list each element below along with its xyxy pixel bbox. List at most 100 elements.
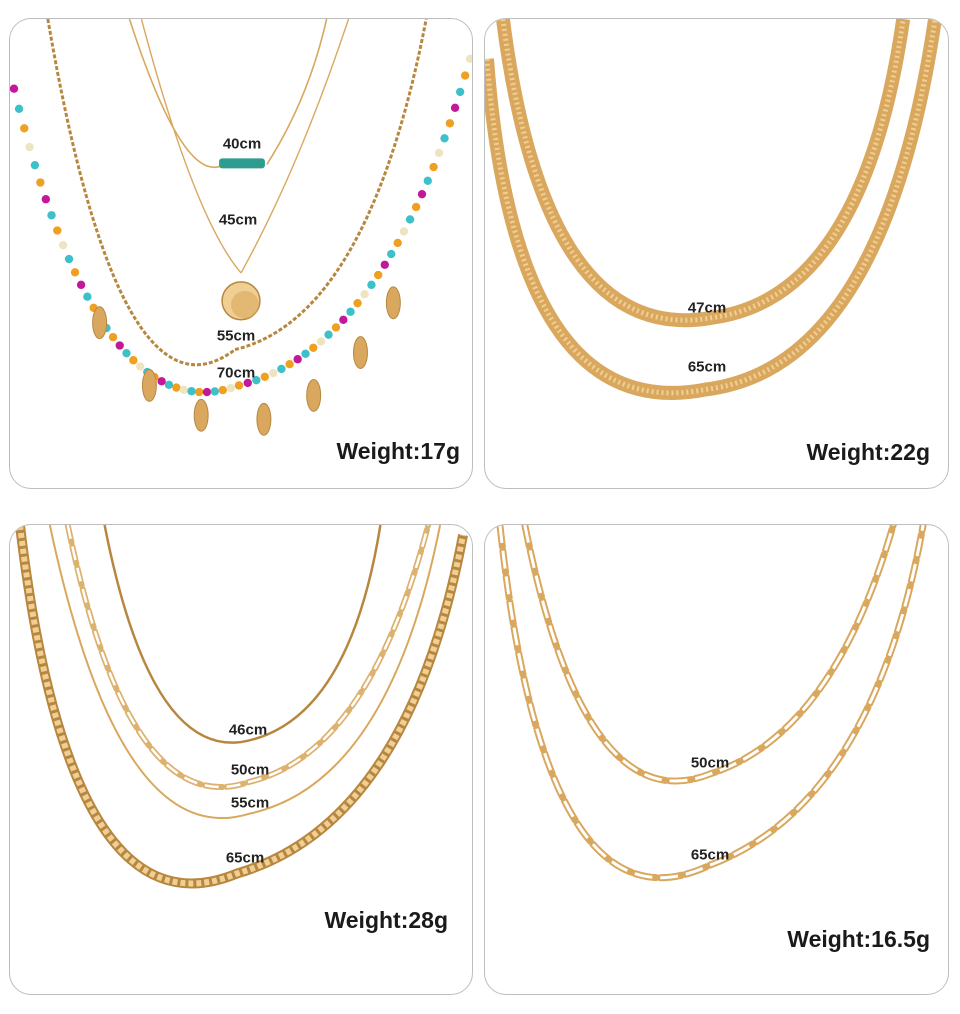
bead	[445, 119, 455, 128]
herringbone-texture	[500, 19, 906, 323]
bead	[136, 362, 145, 371]
bead	[234, 381, 244, 390]
bead	[450, 103, 460, 113]
bead	[440, 134, 449, 143]
length-label: 55cm	[230, 794, 270, 812]
bead	[346, 307, 355, 316]
bead	[353, 299, 362, 308]
bead	[83, 292, 92, 301]
bead	[64, 254, 74, 264]
bead	[460, 71, 470, 80]
bead	[277, 364, 286, 374]
bead	[243, 378, 252, 388]
length-label: 65cm	[225, 849, 265, 867]
leaf-charm	[141, 368, 157, 402]
paperclip-chain-50cm	[521, 525, 897, 785]
box-chain-46cm	[103, 525, 382, 744]
bead	[30, 161, 40, 170]
bead	[47, 211, 56, 220]
leaf-charm	[385, 286, 401, 320]
coin-pendant-inner	[231, 290, 259, 319]
mixed-chain-necklace-image	[15, 525, 468, 889]
bead	[423, 176, 432, 185]
bead	[374, 270, 383, 280]
weight-label: Weight:22g	[806, 439, 930, 465]
bead	[387, 249, 396, 259]
bead	[10, 84, 19, 93]
bead	[309, 343, 318, 352]
bead	[108, 332, 118, 342]
bead	[399, 227, 409, 236]
length-label: 70cm	[216, 364, 256, 382]
length-label: 50cm	[690, 754, 730, 772]
leaf-charm	[353, 336, 368, 369]
cable-chain-55cm	[234, 19, 428, 352]
leaf-charm	[193, 398, 209, 432]
beaded-layered-necklace-image	[10, 19, 472, 436]
bead	[187, 387, 196, 396]
leaf-charm	[306, 378, 322, 412]
bead	[429, 162, 438, 172]
product-panel-herringbone-set: 47cm 65cm Weight:22g	[484, 18, 949, 489]
bead	[122, 348, 131, 358]
bead	[202, 387, 212, 397]
bead	[411, 202, 421, 212]
product-panel-mixed-chain-set: 46cm 50cm 55cm 65cm Weight:28g	[9, 524, 473, 995]
bead	[115, 341, 124, 350]
paperclip-chain-65cm	[496, 525, 927, 882]
cable-chain-55cm	[46, 19, 236, 367]
bead	[218, 385, 227, 395]
bead	[58, 240, 68, 250]
herringbone-chain-47cm	[496, 19, 911, 328]
bead	[36, 178, 45, 187]
bead	[301, 349, 310, 358]
bead	[293, 355, 302, 364]
length-label: 65cm	[687, 358, 727, 376]
bead	[172, 383, 181, 392]
bead	[360, 290, 369, 299]
bead	[252, 375, 261, 385]
bead	[269, 368, 278, 378]
rope-chain-65cm	[15, 525, 468, 889]
bead	[405, 215, 415, 224]
bead	[339, 315, 348, 324]
bead	[331, 323, 341, 332]
bead	[316, 337, 326, 346]
product-panel-beaded-set: 40cm 45cm 55cm 70cm Weight:17g	[9, 18, 473, 489]
leaf-charm	[256, 402, 272, 436]
bead	[210, 387, 219, 396]
bead	[53, 226, 62, 235]
bead	[260, 372, 269, 381]
bead	[157, 377, 166, 386]
chain-45cm	[240, 19, 350, 274]
herringbone-necklace-image	[485, 19, 942, 400]
chain-45cm	[140, 19, 242, 274]
paperclip-gap	[523, 525, 895, 783]
length-label: 40cm	[222, 135, 262, 153]
bead	[194, 387, 204, 397]
length-label: 55cm	[216, 327, 256, 345]
product-panel-paperclip-set: 50cm 65cm Weight:16.5g	[484, 524, 949, 995]
length-label: 45cm	[218, 211, 258, 229]
bead	[417, 189, 427, 199]
herringbone-chain-65cm	[485, 19, 942, 400]
bead	[20, 124, 29, 133]
bead	[393, 238, 402, 248]
weight-label: Weight:17g	[336, 438, 460, 464]
bead	[41, 195, 51, 204]
paperclip-gap	[498, 525, 925, 880]
length-label: 47cm	[687, 299, 727, 317]
thin-link-chain-55cm	[48, 525, 442, 820]
weight-label: Weight:16.5g	[787, 926, 930, 952]
chain-40cm	[266, 19, 328, 165]
bead	[226, 383, 236, 393]
bead	[434, 148, 444, 158]
bead	[367, 280, 376, 290]
bead	[70, 268, 80, 277]
bead	[324, 330, 333, 339]
chain-40cm	[128, 19, 225, 169]
bead	[76, 280, 86, 290]
length-label: 50cm	[230, 761, 270, 779]
bead	[129, 356, 138, 365]
bead	[179, 385, 189, 394]
